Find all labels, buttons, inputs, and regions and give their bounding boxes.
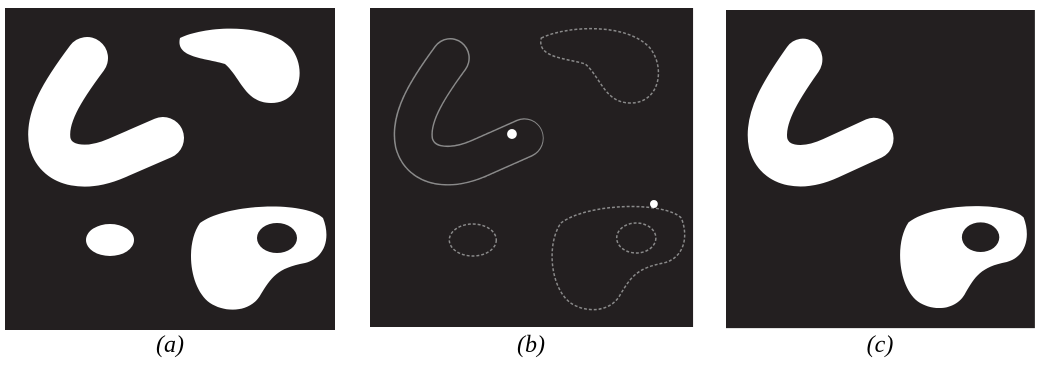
caption: (c) — [867, 332, 894, 358]
figure: (a) (b) (c) — [0, 0, 1042, 363]
panel-c — [726, 10, 1035, 328]
caption: (b) — [517, 332, 545, 358]
panel-a — [5, 8, 335, 330]
caption: (a) — [156, 332, 184, 358]
panel-b — [370, 8, 693, 327]
